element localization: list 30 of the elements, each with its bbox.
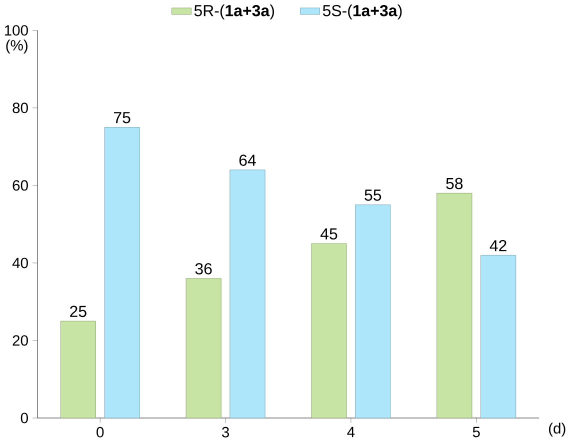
x-tick-label: 5 (472, 426, 480, 438)
data-label: 55 (364, 190, 382, 201)
data-label: 45 (320, 228, 338, 240)
bar (230, 170, 266, 418)
x-tick-label: 3 (222, 426, 230, 438)
legend-label: 5S-(1a+3a) (322, 4, 402, 20)
bar (480, 254, 516, 418)
data-label: 58 (446, 178, 463, 190)
data-label: 25 (70, 306, 86, 317)
data-label: 42 (490, 240, 506, 252)
bar (355, 204, 391, 418)
data-label: 75 (114, 112, 130, 124)
y-tick-label: 100 (4, 25, 28, 36)
bar (436, 192, 472, 418)
y-tick-label: 80 (12, 102, 28, 114)
data-label: 36 (195, 263, 212, 274)
bar (311, 243, 347, 418)
bar (104, 126, 140, 418)
x-tick-label: 0 (96, 426, 104, 438)
y-tick-label: 20 (12, 335, 28, 346)
data-label: 64 (239, 154, 256, 166)
y-tick-label: 60 (12, 180, 28, 191)
x-tick-label: 4 (347, 426, 355, 437)
bar (186, 278, 222, 418)
y-tick-label: 40 (12, 258, 28, 268)
y-axis-title: (%) (6, 40, 28, 54)
legend-label: 5R-(1a+3a) (194, 4, 274, 20)
x-axis-title: (d) (549, 422, 566, 436)
bar (60, 320, 96, 418)
y-tick-label: 0 (20, 412, 28, 424)
